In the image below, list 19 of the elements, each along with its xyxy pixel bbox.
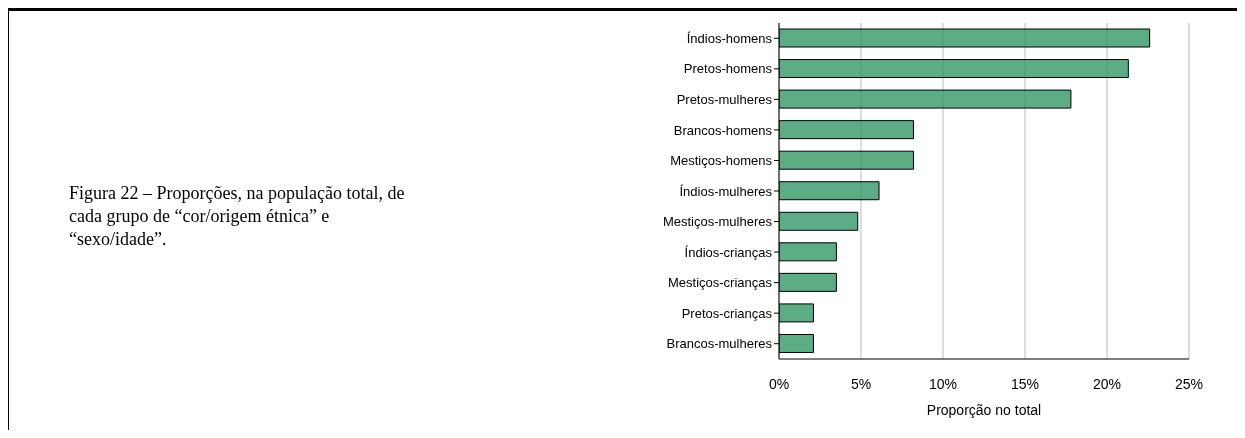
x-axis-title: Proporção no total — [926, 402, 1042, 418]
y-tick-label: Pretos-crianças — [681, 305, 773, 321]
x-tick-label: 20% — [1092, 375, 1122, 392]
text: Figura 22 – Proporções, na população total, de cada grupo de “cor/origem étnica” e “sexo/idade”. — [69, 182, 406, 251]
y-tick-label: Brancos-mulheres — [666, 336, 773, 352]
y-tick-label: Pretos-homens — [683, 61, 773, 77]
y-tick-label: Mestiços-homens — [670, 153, 773, 169]
x-tick-label: 10% — [928, 375, 958, 392]
x-tick-label: 25% — [1174, 375, 1204, 392]
y-tick-label: Mestiços-crianças — [667, 275, 773, 291]
y-tick-label: Índios-homens — [686, 30, 773, 46]
y-tick-label: Índios-crianças — [684, 244, 773, 260]
y-tick-label: Pretos-mulheres — [676, 91, 773, 107]
y-tick-label: Brancos-homens — [673, 122, 773, 138]
x-tick-label: 5% — [850, 375, 872, 392]
y-tick-label: Mestiços-mulheres — [662, 214, 773, 230]
x-tick-label: 15% — [1010, 375, 1040, 392]
y-tick-label: Índios-mulheres — [679, 183, 773, 199]
x-tick-label: 0% — [768, 375, 790, 392]
